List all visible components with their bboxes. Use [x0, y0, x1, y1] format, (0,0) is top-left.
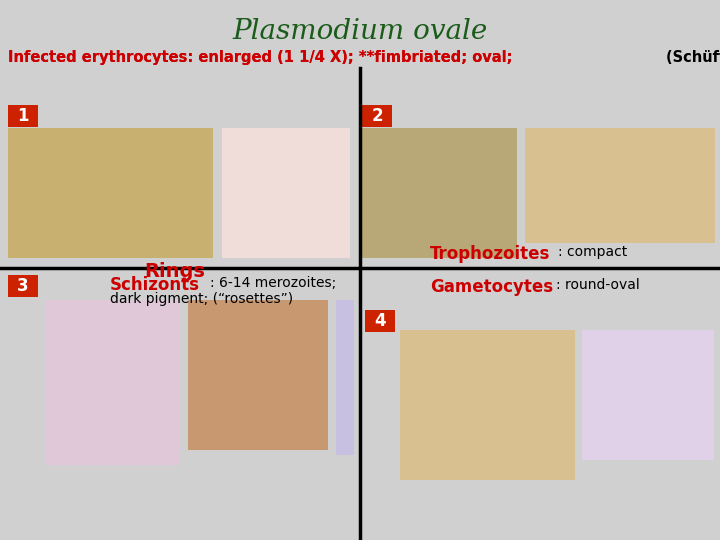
Text: Infected erythrocytes: enlarged (1 1/4 X); **fimbriated; oval;: Infected erythrocytes: enlarged (1 1/4 X…	[8, 50, 518, 65]
Text: Infected erythrocytes: enlarged (1 1/4 X); **fimbriated; oval;: Infected erythrocytes: enlarged (1 1/4 X…	[8, 50, 518, 65]
Text: 4: 4	[374, 312, 386, 330]
Bar	[362, 105, 392, 127]
Bar	[188, 300, 328, 450]
Text: 2: 2	[372, 107, 383, 125]
Text: 1: 1	[17, 107, 29, 125]
Text: Rings: Rings	[145, 262, 205, 281]
Bar	[8, 105, 38, 127]
Bar	[525, 128, 715, 243]
Text: 3: 3	[17, 277, 29, 295]
Bar	[400, 330, 575, 480]
Bar	[336, 300, 354, 455]
Text: : 6-14 merozoites;: : 6-14 merozoites;	[210, 276, 336, 290]
Text: : round-oval: : round-oval	[556, 278, 640, 292]
Bar	[45, 300, 180, 465]
Text: Schizonts: Schizonts	[110, 276, 200, 294]
Text: Trophozoites: Trophozoites	[430, 245, 550, 263]
Text: dark pigment; (“rosettes”): dark pigment; (“rosettes”)	[110, 292, 293, 306]
Bar	[222, 128, 350, 258]
Bar	[8, 275, 38, 297]
Text: : compact: : compact	[558, 245, 627, 259]
Bar	[8, 128, 213, 258]
Text: (Schüffner’s dots): (Schüffner’s dots)	[665, 50, 720, 65]
Bar	[582, 330, 714, 460]
Bar	[365, 310, 395, 332]
Bar	[362, 128, 517, 258]
Text: Plasmodium ovale: Plasmodium ovale	[233, 18, 487, 45]
Text: Gametocytes: Gametocytes	[430, 278, 553, 296]
